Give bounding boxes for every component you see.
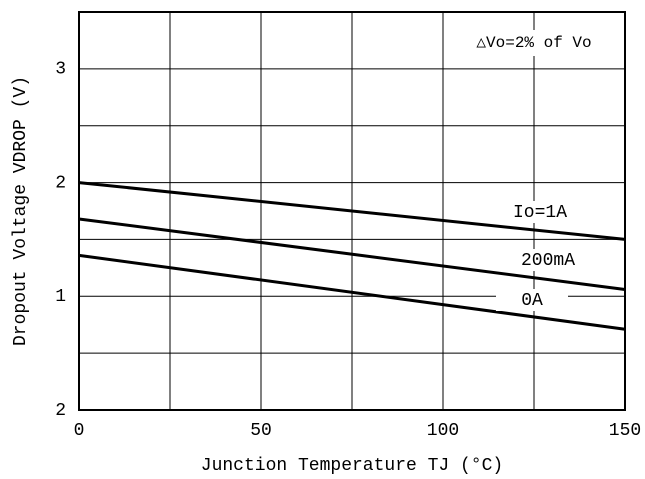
- y-tick-label: 2: [55, 401, 66, 421]
- label-bg: [496, 289, 568, 311]
- x-axis-label: Junction Temperature TJ (°C): [201, 456, 503, 476]
- label-bg: [512, 249, 584, 271]
- y-tick-label: 1: [55, 287, 66, 307]
- x-tick-label: 100: [427, 421, 459, 441]
- plot-frame: [78, 11, 626, 411]
- x-tick-label: 50: [250, 421, 272, 441]
- curve: [78, 253, 626, 331]
- series-label: Io=1A: [513, 203, 567, 223]
- x-tick-label: 0: [74, 421, 85, 441]
- curve: [78, 217, 626, 291]
- y-axis-label: Dropout Voltage VDROP (V): [11, 76, 31, 346]
- curve: [78, 181, 626, 241]
- y-tick-label: 2: [55, 173, 66, 193]
- annotation: △Vo=2% of Vo: [476, 34, 591, 52]
- annotation-bg: [444, 30, 622, 56]
- label-bg: [504, 201, 576, 223]
- series-label: 0A: [521, 291, 543, 311]
- series-label: 200mA: [521, 251, 575, 271]
- y-tick-label: 3: [55, 60, 66, 80]
- x-tick-label: 150: [609, 421, 641, 441]
